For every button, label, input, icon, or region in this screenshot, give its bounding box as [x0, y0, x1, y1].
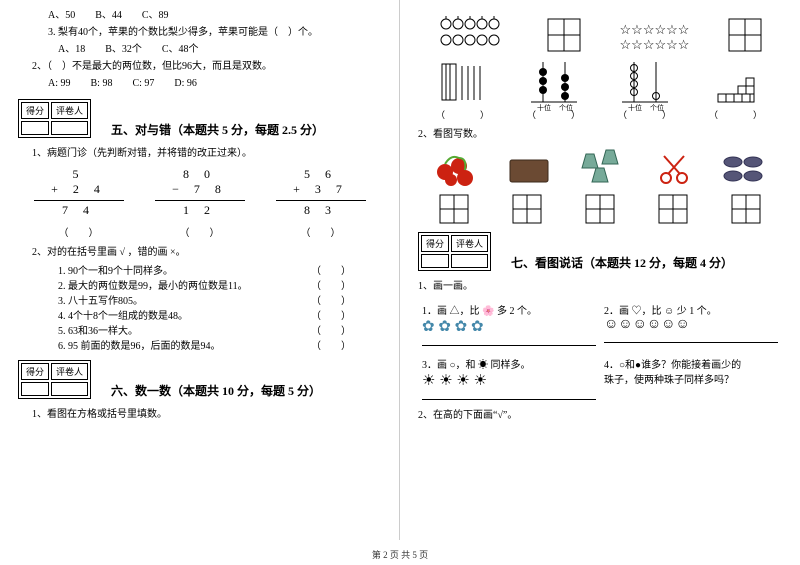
- s6-1: 1、看图在方格或括号里填数。: [18, 407, 381, 422]
- stars-icon: ☆☆☆☆☆☆☆☆☆☆☆☆: [620, 23, 690, 52]
- tf-3: 3. 八十五写作805。: [58, 292, 143, 307]
- sec5-title: 五、对与错（本题共 5 分，每题 2.5 分）: [111, 121, 324, 138]
- grid-icon: [731, 194, 761, 224]
- grid-icon: [439, 194, 469, 224]
- a2-b: 1 2: [155, 203, 245, 218]
- smiley-row-icon: ☺☺☺☺☺☺: [604, 317, 778, 333]
- sticks-icon: （ ）: [436, 58, 491, 121]
- scissors-icon: [656, 152, 692, 188]
- pic-row-2: （ ） 十位个位 （ ）: [418, 58, 782, 121]
- s5-2: 2、对的在括号里画 √ ，错的画 ×。: [18, 245, 381, 260]
- score-box: 得分评卷人: [18, 99, 91, 138]
- hats-icon: [721, 152, 767, 188]
- q7-2: 2．画 ♡，比 ☺ 少 1 个。: [604, 302, 778, 317]
- q-row-12: 1．画 △，比 🌸 多 2 个。 ✿ ✿ ✿ ✿ 2．画 ♡，比 ☺ 少 1 个…: [418, 300, 782, 348]
- sec7-title: 七、看图说话（本题共 12 分，每题 4 分）: [511, 254, 733, 271]
- sec6-title: 六、数一数（本题共 10 分，每题 5 分）: [111, 382, 321, 399]
- grid-row: [418, 194, 782, 224]
- a1-b: 7 4: [34, 203, 124, 218]
- q7-3: 3．画 ○，和 ☀ 同样多。: [422, 356, 596, 371]
- q2-opts: A: 99 B: 98 C: 97 D: 96: [18, 76, 381, 91]
- q3-opts: A、18 B、32个 C、48个: [18, 42, 381, 57]
- a3-t: 5 6: [276, 167, 366, 182]
- a1-m: + 2 4: [34, 182, 124, 197]
- blocks-icon: （ ）: [709, 58, 764, 121]
- q2-line: 2、（ ）不是最大的两位数，但比96大，而且是双数。: [18, 59, 381, 74]
- a3-b: 8 3: [276, 203, 366, 218]
- a2-t: 8 0: [155, 167, 245, 182]
- q7-1: 1．画 △，比 🌸 多 2 个。: [422, 302, 596, 317]
- q-row-34: 3．画 ○，和 ☀ 同样多。 ☀ ☀ ☀ ☀ 4．○和●谁多？你能接着画少的 珠…: [418, 354, 782, 402]
- s7-2: 2、在高的下面画“√”。: [418, 408, 782, 423]
- dresses-icon: [580, 148, 626, 188]
- tf-2: 2. 最大的两位数是99，最小的两位数是11。: [58, 277, 248, 292]
- a2-m: − 7 8: [155, 182, 245, 197]
- tf-1: 1. 90个一和9个十同样多。: [58, 262, 173, 277]
- score-h1: 得分: [21, 102, 49, 119]
- pic-row-3: [418, 148, 782, 188]
- grid-2x2-icon: [547, 18, 581, 52]
- s7-1: 1、画一画。: [418, 279, 782, 294]
- a3-m: + 3 7: [276, 182, 366, 197]
- arith-parens: （ ） （ ） （ ）: [18, 224, 381, 239]
- flowers-icon: ✿ ✿ ✿ ✿: [422, 317, 596, 336]
- page-footer: 第 2 页 共 5 页: [0, 548, 800, 561]
- grid-icon: [658, 194, 688, 224]
- score-h2: 评卷人: [51, 102, 88, 119]
- q3: 3. 梨有40个，苹果的个数比梨少得多，苹果可能是（ ）个。: [18, 25, 381, 40]
- grid-2x2-icon: [728, 18, 762, 52]
- cherries-icon: [433, 150, 479, 188]
- arith-block: 5 + 2 4 7 4 8 0 − 7 8 1 2 5 6 + 3 7 8 3: [18, 167, 381, 218]
- score-box-7: 得分评卷人: [418, 232, 491, 271]
- abacus2-icon: 十位个位 （ ）: [618, 58, 673, 121]
- grid-icon: [585, 194, 615, 224]
- q7-4a: 4．○和●谁多？你能接着画少的: [604, 356, 778, 371]
- abacus1-icon: 十位个位 （ ）: [527, 58, 582, 121]
- score-box-6: 得分评卷人: [18, 360, 91, 399]
- tf-6: 6. 95 前面的数是96，后面的数是94。: [58, 337, 221, 352]
- s6-2: 2、看图写数。: [418, 127, 782, 142]
- tf-4: 4. 4个十8个一组成的数是48。: [58, 307, 188, 322]
- s5-1: 1、病题门诊（先判断对错，并将错的改正过来）。: [18, 146, 381, 161]
- apples-icon: [438, 14, 508, 52]
- a1-t: 5: [34, 167, 124, 182]
- q7-4b: 珠子，使两种珠子同样多吗？: [604, 371, 778, 386]
- suns-icon: ☀ ☀ ☀ ☀: [422, 371, 596, 390]
- tf-5: 5. 63和36一样大。: [58, 322, 138, 337]
- grid-icon: [512, 194, 542, 224]
- pic-row-1: ☆☆☆☆☆☆☆☆☆☆☆☆: [418, 14, 782, 52]
- wallet-icon: [508, 156, 550, 188]
- opts-line: A、50 B、44 C、89: [18, 8, 381, 23]
